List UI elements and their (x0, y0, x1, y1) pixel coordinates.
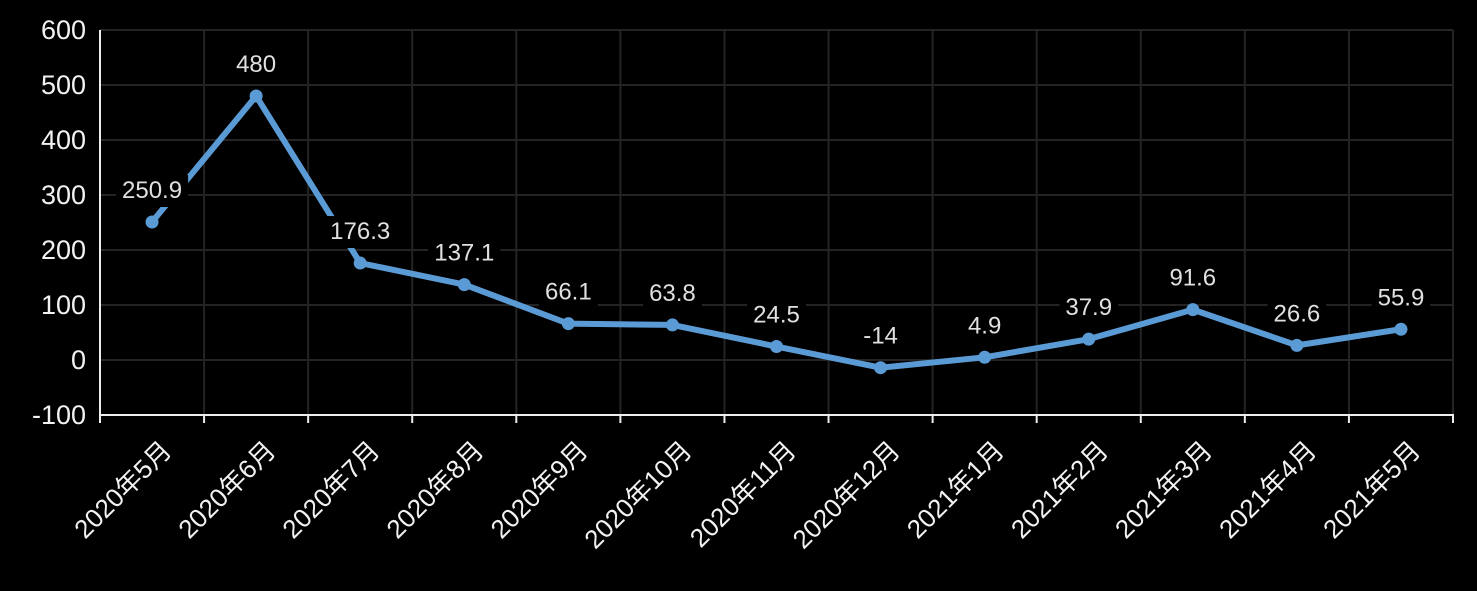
y-axis-label: 100 (41, 290, 86, 320)
data-point-marker (353, 256, 367, 270)
data-label-background (324, 216, 397, 249)
data-label: 24.5 (753, 302, 800, 329)
data-label-background (428, 237, 501, 270)
data-label: 480 (236, 51, 276, 78)
data-label-background (230, 49, 283, 81)
y-axis-label: 400 (41, 125, 86, 155)
data-point-marker (665, 318, 679, 332)
y-axis-label: 200 (41, 235, 86, 265)
data-point-marker (978, 350, 992, 364)
data-point-marker (1290, 338, 1304, 352)
data-point-marker (874, 361, 888, 375)
data-label: 176.3 (330, 218, 390, 245)
data-label: 55.9 (1378, 284, 1425, 311)
y-axis-label: 0 (71, 345, 86, 375)
data-label-background (116, 175, 189, 208)
data-label-background (857, 320, 904, 353)
data-label-background (961, 310, 1008, 343)
data-label-background (1267, 298, 1327, 331)
data-label: 66.1 (545, 279, 592, 306)
data-point-marker (145, 215, 159, 229)
data-label-background (643, 277, 702, 310)
data-label: 63.8 (649, 280, 696, 307)
y-axis-label: 600 (41, 15, 86, 45)
data-label: -14 (863, 323, 898, 350)
data-label-background (538, 276, 598, 309)
data-label-background (1371, 282, 1431, 315)
data-label: 91.6 (1169, 265, 1216, 292)
data-point-marker (249, 89, 263, 103)
data-label: 137.1 (434, 240, 494, 267)
data-label: 250.9 (122, 177, 182, 204)
data-label: 37.9 (1065, 294, 1112, 321)
data-label-background (747, 299, 806, 332)
data-label-background (1059, 292, 1119, 325)
data-label-background (1163, 262, 1223, 295)
data-point-marker (1082, 332, 1096, 346)
data-label: 4.9 (968, 312, 1001, 339)
data-point-marker (457, 278, 471, 292)
data-label: 26.6 (1274, 300, 1321, 327)
data-point-marker (1186, 303, 1200, 317)
y-axis-label: -100 (32, 400, 86, 430)
data-point-marker (770, 340, 783, 354)
y-axis-label: 500 (41, 70, 86, 100)
y-axis-label: 300 (41, 180, 86, 210)
data-point-marker (1394, 322, 1408, 336)
data-point-marker (561, 317, 575, 331)
